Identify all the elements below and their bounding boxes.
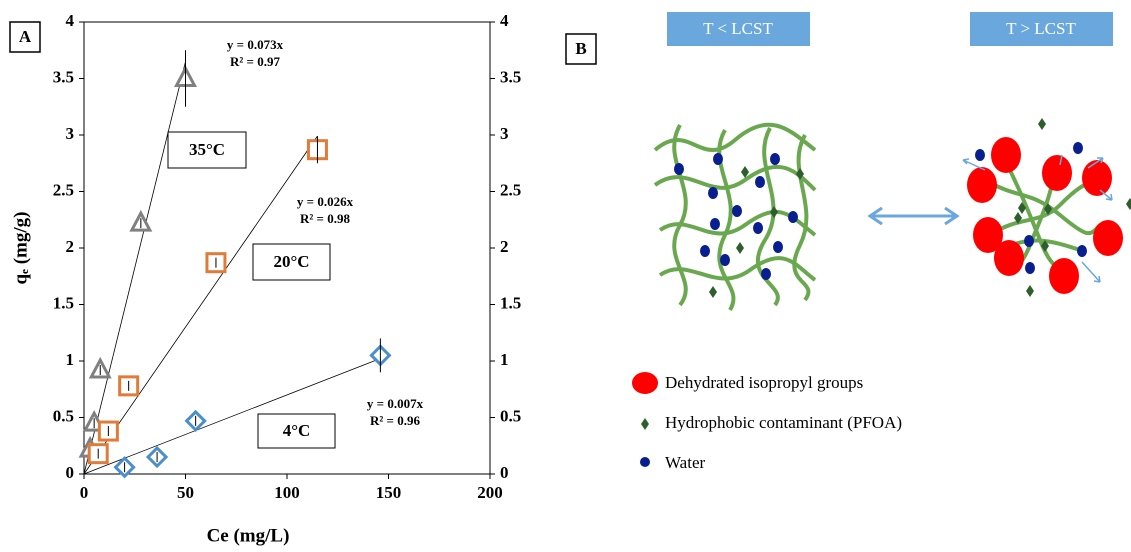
y2-tick-label: 3.5 <box>500 67 521 86</box>
page: {"chart_data": {"type": "scatter", "pane… <box>0 0 1131 552</box>
legend-marker <box>640 457 650 467</box>
trend-equation: y = 0.007x <box>367 396 424 411</box>
legend-label: Hydrophobic contaminant (PFOA) <box>665 413 902 432</box>
series-label: 4°C <box>283 421 311 440</box>
legend-label: Water <box>665 453 705 472</box>
x-axis-label: Ce (mg/L) <box>207 525 290 546</box>
y-tick-label: 1 <box>66 350 75 369</box>
y-tick-label: 2 <box>66 237 75 256</box>
y-tick-label: 1.5 <box>53 293 74 312</box>
x-tick-label: 200 <box>477 483 503 502</box>
y-tick-label: 3 <box>66 124 75 143</box>
equilibrium-arrow <box>870 208 957 224</box>
legend-marker <box>632 372 658 394</box>
trend-r2: R² = 0.97 <box>230 54 280 69</box>
y2-tick-label: 3 <box>500 124 509 143</box>
series-label: 35°C <box>189 140 225 159</box>
y-tick-label: 0.5 <box>53 406 74 425</box>
y-axis-label: qₑ (mg/g) <box>10 212 31 285</box>
y2-tick-label: 4 <box>500 11 509 30</box>
trendline <box>84 62 186 474</box>
trend-r2: R² = 0.96 <box>370 413 420 428</box>
trend-equation: y = 0.026x <box>297 194 354 209</box>
figure: A Ce (mg/L) qₑ (mg/g) B T < LCST T > LCS… <box>0 0 1131 552</box>
water-dots <box>975 142 1087 274</box>
y2-tick-label: 2 <box>500 237 509 256</box>
x-tick-label: 100 <box>274 483 300 502</box>
y-tick-label: 2.5 <box>53 180 74 199</box>
y-tick-label: 0 <box>66 463 75 482</box>
water-dots <box>674 153 798 280</box>
x-tick-label: 150 <box>376 483 402 502</box>
y-tick-label: 3.5 <box>53 67 74 86</box>
y-tick-label: 4 <box>66 11 75 30</box>
panel-label: B <box>575 39 586 58</box>
y2-tick-label: 0 <box>500 463 509 482</box>
y2-tick-label: 1 <box>500 350 509 369</box>
y2-tick-label: 2.5 <box>500 180 521 199</box>
x-tick-label: 0 <box>80 483 89 502</box>
y2-tick-label: 0.5 <box>500 406 521 425</box>
y2-tick-label: 1.5 <box>500 293 521 312</box>
state-label: T < LCST <box>703 19 773 38</box>
legend-label: Dehydrated isopropyl groups <box>665 373 863 392</box>
diagram: B T < LCST T > LCST <box>566 12 1131 472</box>
state-label: T > LCST <box>1006 19 1076 38</box>
series-label: 20°C <box>273 252 309 271</box>
trend-equation: y = 0.073x <box>227 37 284 52</box>
x-tick-label: 50 <box>177 483 194 502</box>
panel-label: A <box>19 27 32 46</box>
trend-r2: R² = 0.98 <box>300 211 350 226</box>
legend-marker <box>641 418 649 430</box>
